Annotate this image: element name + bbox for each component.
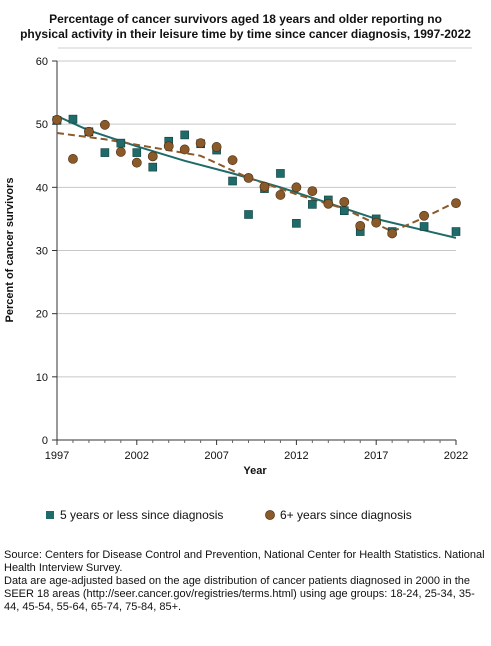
data-point-series-1 bbox=[276, 169, 285, 178]
data-point-series-2 bbox=[131, 157, 142, 168]
axis-layer: 0 10 20 30 40 50 60 1997 2002 2007 2012 2017 2022 bbox=[36, 56, 468, 462]
data-point-series-1 bbox=[451, 227, 461, 236]
x-tick-label: 2017 bbox=[364, 450, 388, 462]
data-point-series-2 bbox=[52, 114, 62, 125]
trend-layer bbox=[56, 115, 457, 239]
data-point-series-2 bbox=[195, 138, 206, 149]
y-tick-label: 60 bbox=[36, 56, 48, 68]
chart-title: Percentage of cancer survivors aged 18 y… bbox=[0, 12, 491, 42]
grid-layer bbox=[57, 60, 456, 378]
y-tick-label: 20 bbox=[36, 309, 48, 321]
data-point-series-1 bbox=[419, 222, 429, 231]
x-tick-label: 2007 bbox=[204, 450, 228, 462]
data-point-series-2 bbox=[419, 210, 429, 221]
data-point-series-1 bbox=[228, 176, 237, 186]
x-tick-label: 2012 bbox=[284, 450, 308, 462]
data-point-series-2 bbox=[259, 181, 270, 192]
data-point-series-2 bbox=[68, 154, 78, 164]
data-point-series-1 bbox=[132, 148, 142, 157]
y-tick-label: 40 bbox=[36, 182, 48, 194]
data-point-series-2 bbox=[227, 155, 238, 166]
y-axis-title: Percent of cancer survivors bbox=[4, 178, 16, 323]
data-point-series-1 bbox=[339, 206, 349, 216]
legend-label-series-2: 6+ years since diagnosis bbox=[280, 508, 412, 522]
source-note: Source: Centers for Disease Control and … bbox=[4, 549, 488, 614]
data-point-series-2 bbox=[371, 217, 382, 228]
data-point-series-2 bbox=[451, 198, 461, 209]
legend-label-series-1: 5 years or less since diagnosis bbox=[60, 508, 223, 522]
data-point-series-2 bbox=[179, 144, 190, 155]
legend-marker-series-2 bbox=[265, 510, 275, 520]
data-point-series-2 bbox=[84, 126, 94, 137]
data-point-series-2 bbox=[243, 172, 254, 183]
data-point-series-2 bbox=[339, 196, 350, 207]
data-point-series-1 bbox=[292, 219, 301, 228]
source-line: Source: Centers for Disease Control and … bbox=[4, 549, 485, 574]
data-point-series-2 bbox=[211, 142, 222, 152]
data-point-series-1 bbox=[116, 138, 126, 148]
data-point-series-1 bbox=[180, 130, 189, 140]
data-point-series-2 bbox=[355, 220, 366, 231]
trend-line-series-2 bbox=[56, 132, 457, 233]
data-point-series-2 bbox=[275, 190, 286, 200]
legend: 5 years or less since diagnosis 6+ years … bbox=[46, 508, 412, 522]
data-note-line: Data are age-adjusted based on the age d… bbox=[4, 575, 475, 613]
x-tick-label: 2002 bbox=[125, 450, 149, 462]
chart-plot: 0 10 20 30 40 50 60 1997 2002 2007 2012 2017 2022 Ye… bbox=[4, 47, 472, 522]
data-point-series-2 bbox=[307, 186, 318, 197]
chart-title-line-1: Percentage of cancer survivors aged 18 y… bbox=[49, 12, 442, 26]
x-tick-label: 1997 bbox=[45, 450, 69, 462]
data-point-series-1 bbox=[308, 200, 317, 209]
data-point-series-1 bbox=[244, 210, 253, 219]
data-point-series-2 bbox=[147, 151, 158, 162]
legend-marker-series-1 bbox=[46, 511, 54, 519]
y-tick-label: 10 bbox=[36, 372, 48, 384]
trend-line-series-1 bbox=[56, 115, 457, 239]
chart-title-line-2: physical activity in their leisure time … bbox=[20, 27, 471, 41]
data-point-series-2 bbox=[163, 141, 174, 152]
y-tick-label: 30 bbox=[36, 246, 48, 258]
x-tick-label: 2022 bbox=[444, 450, 468, 462]
point-layer bbox=[52, 114, 461, 239]
data-point-series-2 bbox=[115, 147, 126, 157]
data-point-series-1 bbox=[148, 162, 158, 172]
data-point-series-1 bbox=[100, 148, 110, 157]
data-point-series-2 bbox=[387, 228, 398, 239]
data-point-series-2 bbox=[323, 198, 334, 209]
data-point-series-2 bbox=[99, 119, 110, 130]
data-point-series-2 bbox=[291, 182, 302, 193]
y-tick-label: 50 bbox=[36, 119, 48, 131]
x-axis-title: Year bbox=[243, 465, 267, 477]
y-tick-label: 0 bbox=[42, 435, 48, 447]
data-point-series-1 bbox=[68, 114, 78, 124]
